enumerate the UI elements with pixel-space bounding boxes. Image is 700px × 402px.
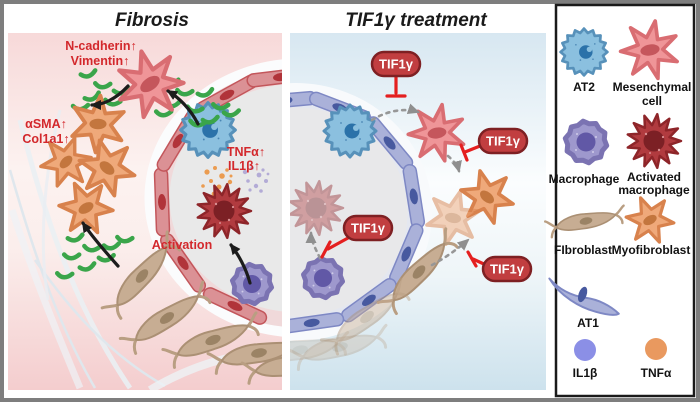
svg-text:TNFα: TNFα xyxy=(641,366,672,380)
legend-item-activated-macrophage: Activated macrophage xyxy=(618,112,690,197)
macrophage-icon xyxy=(565,121,606,163)
macrophage-cell xyxy=(232,264,271,304)
svg-text:AT1: AT1 xyxy=(577,316,599,330)
n-cadherin-label: N-cadherin↑ xyxy=(65,39,137,53)
svg-text:TIF1γ: TIF1γ xyxy=(379,57,414,72)
asma-label: αSMA↑ xyxy=(25,117,67,131)
treatment-panel: TIF1γ TIF1γ TIF1γ TIF1γ xyxy=(290,33,546,390)
macrophage-activation-arrow xyxy=(229,243,252,285)
dashed-arrow-mesenchymal-to-myofibroblast xyxy=(446,154,462,173)
treatment-title: TIF1γ treatment xyxy=(345,10,487,31)
tnfa-dot-icon xyxy=(645,338,667,360)
svg-text:IL1β: IL1β xyxy=(573,366,598,380)
svg-text:Macrophage: Macrophage xyxy=(549,172,620,186)
emt-arrow xyxy=(90,84,130,110)
vimentin-label: Vimentin↑ xyxy=(71,54,130,68)
legend-item-macrophage: Macrophage xyxy=(549,121,620,186)
svg-text:TIF1γ: TIF1γ xyxy=(486,134,521,149)
tif1g-badge-bottom: TIF1γ xyxy=(481,255,533,283)
svg-text:AT2: AT2 xyxy=(573,80,595,94)
activation-label: Activation xyxy=(152,238,212,252)
legend-item-at1: AT1 xyxy=(548,262,620,330)
legend-item-mesenchymal: Mesenchymal cell xyxy=(613,12,692,108)
legend-item-at2: AT2 xyxy=(559,27,609,94)
legend-item-myofibroblast: Myofibroblast xyxy=(612,192,691,257)
tnfa-label: TNFα↑ xyxy=(227,145,265,159)
legend-item-il1b: IL1β xyxy=(573,339,598,380)
legend-item-tnfa: TNFα xyxy=(641,338,672,380)
inhibition-bar-inner xyxy=(320,236,350,259)
tif1g-badge-inner: TIF1γ xyxy=(342,214,394,242)
svg-text:cell: cell xyxy=(642,94,662,108)
tif1g-badge-top: TIF1γ xyxy=(370,50,422,78)
legend-item-fibroblast: FIbroblast xyxy=(544,203,629,257)
svg-text:TIF1γ: TIF1γ xyxy=(351,221,386,236)
dashed-arrow-macrophage-activation xyxy=(305,231,322,260)
tif1g-badge-right: TIF1γ xyxy=(477,127,529,155)
fibroblast-differentiation-arrow xyxy=(81,221,120,268)
svg-text:macrophage: macrophage xyxy=(618,183,690,197)
il1b-dot-icon xyxy=(574,339,596,361)
svg-text:Mesenchymal: Mesenchymal xyxy=(613,80,692,94)
col1a1-label: Col1a1↑ xyxy=(22,132,69,146)
at2-icon xyxy=(559,27,609,77)
fibrosis-title: Fibrosis xyxy=(115,10,189,31)
svg-text:TIF1γ: TIF1γ xyxy=(490,262,525,277)
at2-cell-treatment xyxy=(322,103,378,159)
svg-text:Myofibroblast: Myofibroblast xyxy=(612,243,691,257)
il1b-label: IL1β↑ xyxy=(228,159,260,173)
fibrosis-panel: N-cadherin↑ Vimentin↑ αSMA↑ Col1a1↑ TNFα… xyxy=(8,33,282,390)
svg-text:FIbroblast: FIbroblast xyxy=(554,243,612,257)
macrophage-cell-treatment xyxy=(303,258,342,298)
il1b-dots xyxy=(242,166,270,193)
mesenchymal-transition-arrow xyxy=(166,89,200,126)
svg-text:Activated: Activated xyxy=(627,170,681,184)
dashed-arrow-fibroblast-to-myofibroblast xyxy=(430,238,470,267)
inhibition-bar-right xyxy=(459,143,482,162)
dashed-arrow-at2-to-mesenchymal xyxy=(370,103,420,122)
inhibition-bar-top xyxy=(385,75,407,98)
legend-panel: AT2 Mesenchymal cell Macrophage Activate… xyxy=(544,3,696,398)
